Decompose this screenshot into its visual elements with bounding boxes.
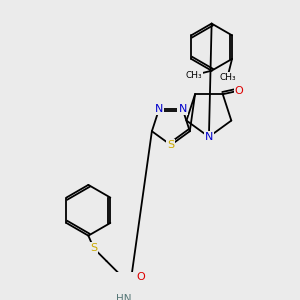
Text: O: O [235,85,244,96]
Text: S: S [167,140,174,150]
Text: N: N [205,132,213,142]
Text: N: N [155,104,163,114]
Text: S: S [90,243,98,253]
Text: O: O [136,272,145,282]
Text: CH₃: CH₃ [219,73,236,82]
Text: HN: HN [116,294,131,300]
Text: CH₃: CH₃ [185,71,202,80]
Text: N: N [178,104,187,114]
